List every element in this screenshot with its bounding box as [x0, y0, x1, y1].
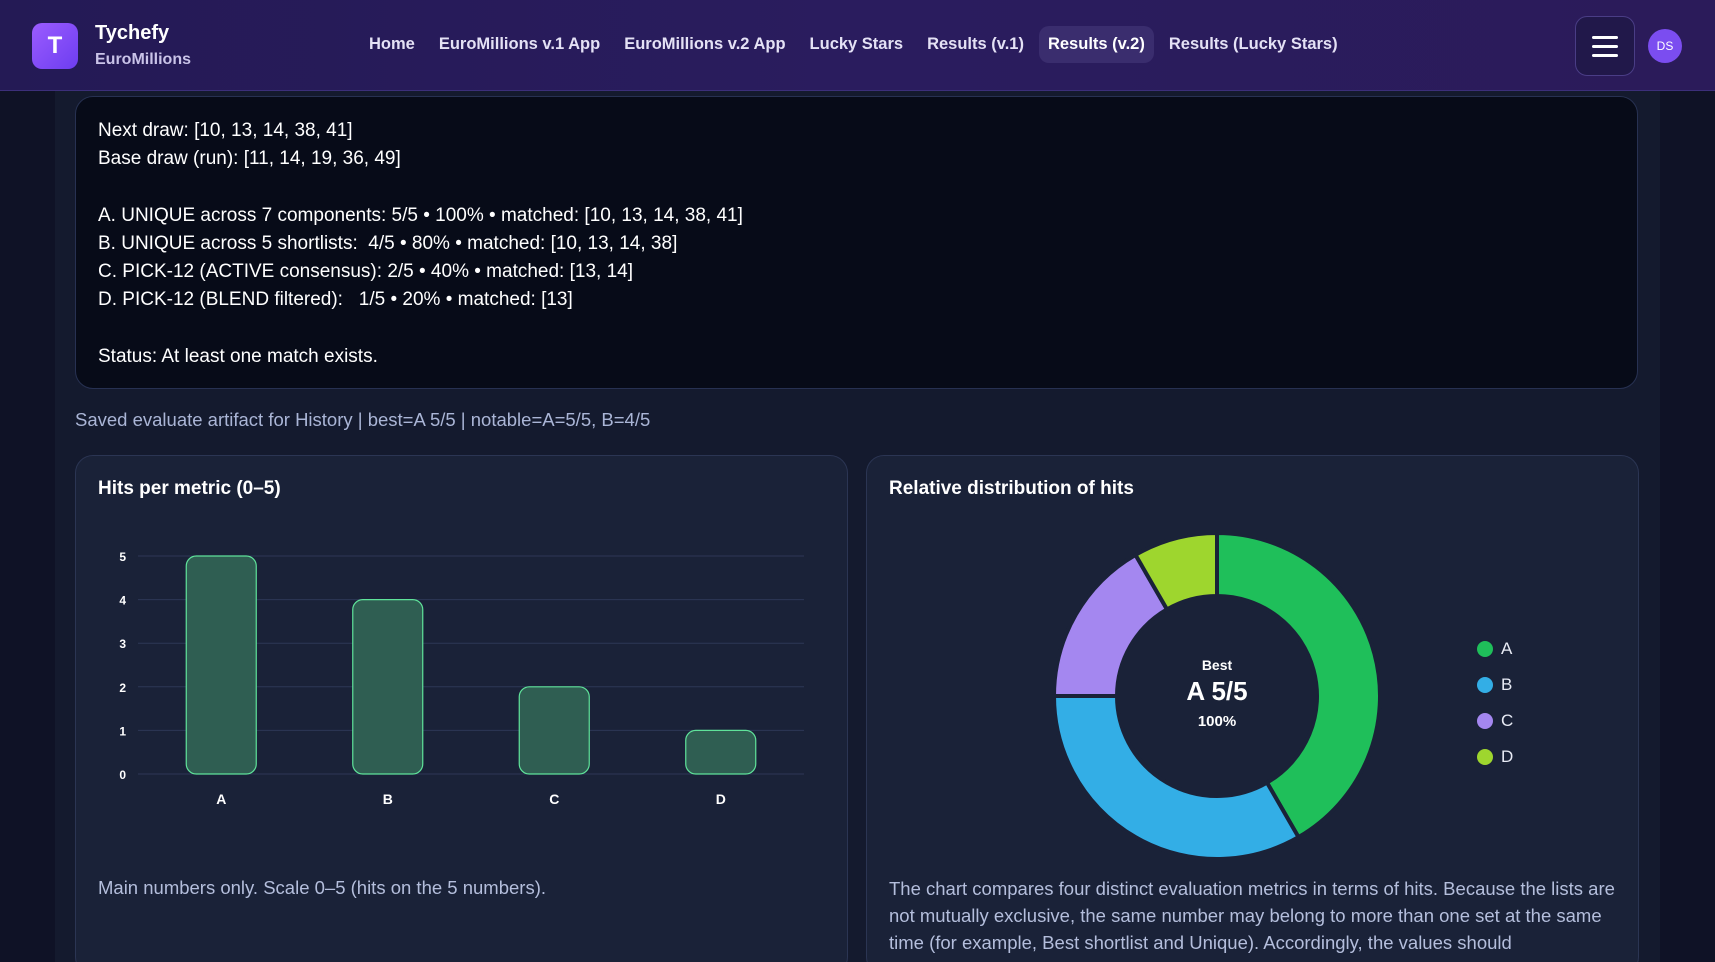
slice-b[interactable]: [1051, 694, 1302, 861]
donut-center-label: Best: [1202, 657, 1233, 673]
bar-chart-card: Hits per metric (0–5) 0 1 2 3 4 5 A B C D Main nu…: [75, 455, 848, 962]
donut-center-percent: 100%: [1198, 713, 1236, 730]
bar-chart: 0 1 2 3 4 5 A B C D: [119, 550, 804, 807]
slice-d[interactable]: [1132, 530, 1219, 613]
results-panel: Next draw: [10, 13, 14, 38, 41] Base dra…: [75, 96, 1638, 389]
logo-icon[interactable]: T: [32, 23, 78, 69]
y-tick-label: 2: [119, 681, 126, 695]
x-tick-label: B: [383, 791, 393, 807]
x-tick-label: C: [549, 791, 559, 807]
bar-chart-note: Main numbers only. Scale 0–5 (hits on th…: [98, 877, 546, 898]
legend-dot: [1477, 641, 1493, 657]
base-draw-line: Base draw (run): [11, 14, 19, 36, 49]: [98, 148, 401, 169]
legend-item-c[interactable]: C: [1477, 703, 1513, 739]
legend-dot: [1477, 749, 1493, 765]
status-line: Status: At least one match exists.: [98, 346, 378, 367]
top-navbar: T Tychefy EuroMillions Home EuroMillions …: [0, 0, 1715, 91]
donut-center-value: A 5/5: [1186, 676, 1247, 706]
legend-label: A: [1501, 639, 1513, 658]
donut-description: The chart compares four distinct evaluat…: [889, 878, 1615, 953]
x-tick-label: A: [216, 791, 226, 807]
nav-item-euromillions-v-2-app[interactable]: EuroMillions v.2 App: [624, 35, 786, 53]
y-tick-label: 0: [119, 768, 126, 782]
nav-item-results-v-2[interactable]: Results (v.2): [1038, 26, 1154, 63]
donut-chart-title: Relative distribution of hits: [889, 478, 1134, 499]
donut-chart-card: Relative distribution of hits Best A 5/5 1…: [866, 455, 1639, 962]
hamburger-icon[interactable]: [1575, 16, 1635, 76]
legend-label: C: [1501, 711, 1514, 730]
bar-d[interactable]: [685, 729, 757, 775]
next-draw-line: Next draw: [10, 13, 14, 38, 41]: [98, 120, 353, 141]
y-tick-label: 1: [119, 724, 126, 738]
metric-c-line: C. PICK-12 (ACTIVE consensus): 2/5 • 40%…: [98, 261, 633, 282]
bar-c[interactable]: [518, 686, 590, 775]
slice-a[interactable]: [1215, 530, 1382, 840]
x-tick-label: D: [716, 791, 726, 807]
legend-label: D: [1501, 747, 1514, 766]
donut-chart: Best A 5/5 100%: [1051, 530, 1382, 861]
legend-item-b[interactable]: B: [1477, 667, 1513, 703]
nav-item-home[interactable]: Home: [369, 35, 415, 53]
y-tick-label: 4: [119, 594, 126, 608]
metric-a-line: A. UNIQUE across 7 components: 5/5 • 100…: [98, 205, 743, 226]
bar-a[interactable]: [185, 555, 257, 775]
metric-b-line: B. UNIQUE across 5 shortlists: 4/5 • 80%…: [98, 233, 678, 254]
nav-item-results-lucky-stars[interactable]: Results (Lucky Stars): [1168, 35, 1338, 53]
avatar[interactable]: DS: [1648, 29, 1682, 63]
nav-item-lucky-stars[interactable]: Lucky Stars: [809, 35, 904, 53]
legend-item-a[interactable]: A: [1477, 631, 1513, 667]
legend-label: B: [1501, 675, 1513, 694]
y-tick-label: 5: [119, 550, 126, 564]
saved-artifact-note: Saved evaluate artifact for History | be…: [75, 409, 651, 430]
legend-item-d[interactable]: D: [1477, 739, 1513, 775]
main-nav: Home EuroMillions v.1 App EuroMillions v.2…: [360, 26, 1347, 63]
nav-item-euromillions-v-1-app[interactable]: EuroMillions v.1 App: [438, 35, 601, 53]
metric-d-line: D. PICK-12 (BLEND filtered): 1/5 • 20% •…: [98, 289, 573, 310]
bar-b[interactable]: [352, 598, 424, 775]
brand-subtitle: EuroMillions: [95, 51, 191, 68]
legend-dot: [1477, 713, 1493, 729]
nav-item-results-v-1[interactable]: Results (v.1): [927, 35, 1024, 53]
y-tick-label: 3: [119, 637, 126, 651]
brand-name[interactable]: Tychefy: [95, 22, 170, 44]
bar-chart-title: Hits per metric (0–5): [98, 478, 281, 499]
legend-dot: [1477, 677, 1493, 693]
